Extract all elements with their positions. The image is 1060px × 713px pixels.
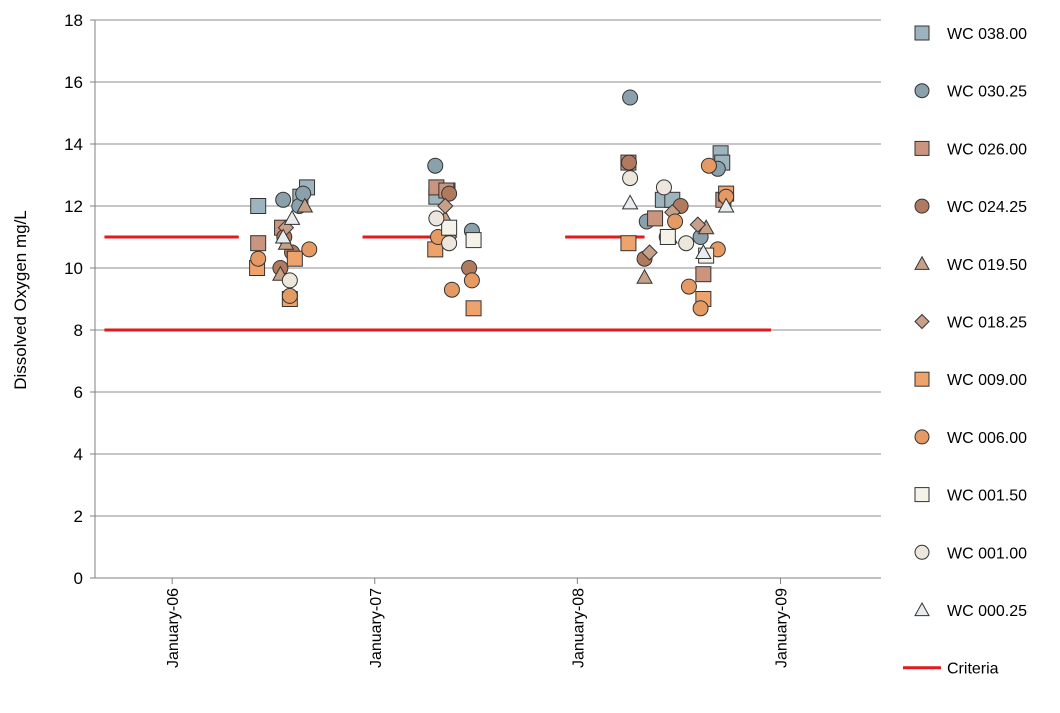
legend-marker: [914, 198, 930, 214]
y-tick-label: 12: [64, 197, 83, 216]
x-tick-label: January-09: [774, 588, 791, 668]
x-tick-label: January-08: [570, 588, 587, 668]
data-point: [622, 89, 639, 106]
data-point: [296, 197, 314, 213]
data-point: [281, 287, 298, 304]
data-point: [250, 235, 267, 252]
data-point: [441, 235, 458, 252]
data-point: [443, 281, 460, 298]
data-point: [301, 241, 318, 258]
legend-label: WC 001.50: [947, 488, 1027, 505]
data-point: [274, 228, 292, 244]
y-tick-label: 8: [74, 321, 83, 340]
x-tick-label: January-07: [368, 588, 385, 668]
data-point: [655, 179, 672, 196]
legend-marker: [914, 601, 930, 617]
legend-label: WC 038.00: [947, 26, 1027, 43]
legend-marker: [914, 544, 930, 560]
legend-label: WC 009.00: [947, 372, 1027, 389]
legend-label: Criteria: [947, 661, 999, 678]
data-point: [717, 197, 735, 213]
legend-marker: [914, 25, 930, 41]
data-point: [636, 268, 653, 284]
data-point: [700, 157, 717, 174]
data-point: [275, 191, 292, 208]
data-point: [437, 197, 454, 215]
y-tick-label: 14: [64, 135, 83, 154]
y-tick-label: 18: [64, 11, 83, 30]
data-point: [621, 194, 639, 210]
legend-label: WC 030.25: [947, 84, 1027, 101]
data-point: [641, 244, 658, 261]
axes: 0 2 4 6 8 10 12 14 16 18 January-06 January-07 Janua…: [64, 11, 881, 668]
data-point: [695, 243, 712, 259]
data-point: [428, 210, 445, 227]
data-point: [441, 185, 458, 202]
data-point: [667, 213, 684, 230]
y-tick-label: 2: [74, 507, 83, 526]
data-point: [692, 300, 709, 317]
data-point: [620, 154, 637, 171]
y-axis-label: Dissolved Oxygen mg/L: [11, 210, 30, 390]
legend-label: WC 024.25: [947, 199, 1027, 216]
grid-lines: [95, 19, 881, 517]
data-point: [678, 235, 695, 252]
y-tick-label: 0: [74, 569, 83, 588]
criteria-lines: [104, 235, 772, 332]
data-point: [680, 278, 697, 295]
data-point: [427, 157, 444, 174]
legend-marker: [914, 255, 930, 270]
legend-label: WC 001.00: [947, 545, 1027, 562]
legend-label: WC 000.25: [947, 603, 1027, 620]
data-point: [250, 198, 267, 214]
legend-marker: [914, 371, 930, 387]
legend-label: WC 006.00: [947, 430, 1027, 447]
legend-marker: [914, 429, 930, 445]
data-points: [249, 89, 735, 317]
data-point: [465, 232, 482, 249]
y-tick-label: 4: [74, 445, 83, 464]
data-point: [647, 210, 664, 227]
data-point: [295, 185, 312, 202]
data-point: [281, 272, 298, 289]
data-point: [463, 272, 480, 289]
legend-marker: [914, 313, 930, 330]
legend: WC 038.00 WC 030.25 WC 026.00 WC 024.25 WC 0…: [903, 25, 1027, 678]
data-point: [622, 170, 639, 187]
data-point: [250, 250, 267, 267]
data-point: [620, 235, 637, 252]
data-point: [659, 229, 676, 245]
data-point: [441, 219, 458, 236]
data-point: [283, 209, 301, 225]
x-tick-label: January-06: [165, 588, 182, 668]
data-point: [695, 266, 712, 283]
data-point: [465, 300, 482, 317]
data-point: [286, 250, 303, 267]
legend-label: WC 018.25: [947, 315, 1027, 332]
y-tick-label: 16: [64, 73, 83, 92]
data-point: [689, 216, 707, 233]
y-tick-label: 6: [74, 383, 83, 402]
legend-label: WC 026.00: [947, 141, 1027, 158]
legend-label: WC 019.50: [947, 257, 1027, 274]
y-tick-label: 10: [64, 259, 83, 278]
legend-marker: [914, 140, 930, 156]
legend-marker: [914, 83, 930, 99]
legend-marker: [914, 487, 930, 503]
